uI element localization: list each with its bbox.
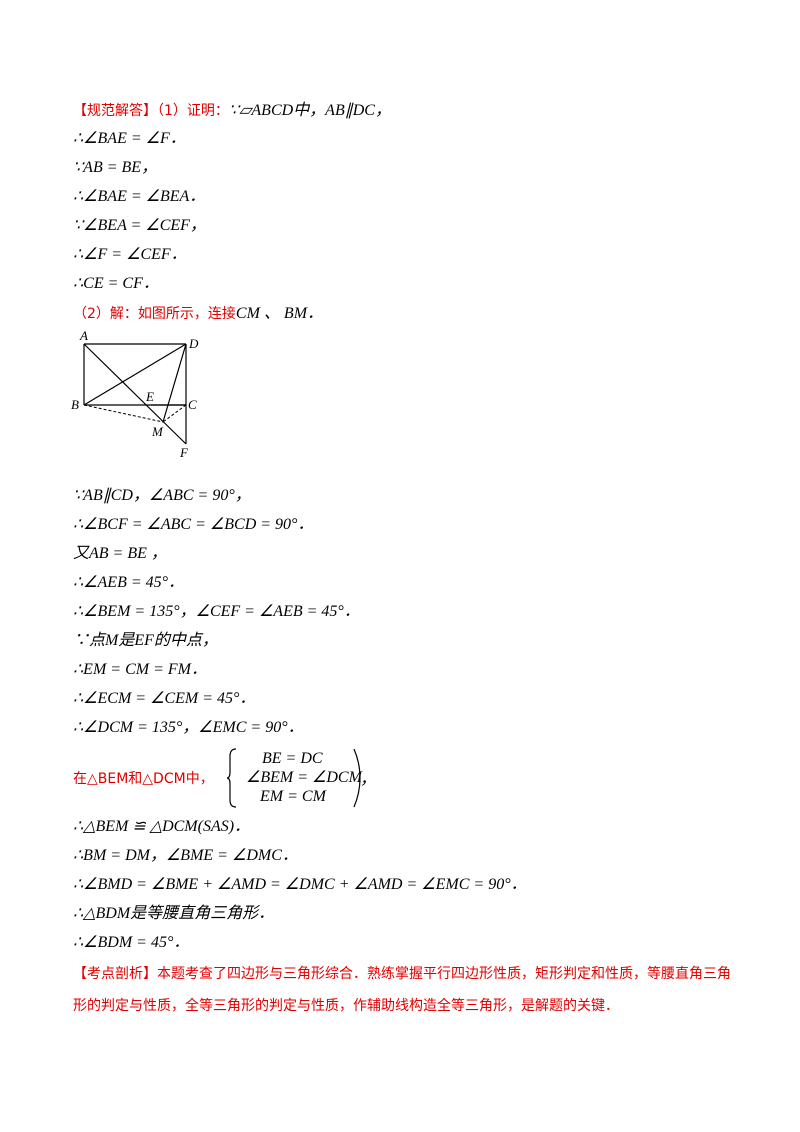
- segment-cm: [162, 404, 187, 423]
- system-suffix: ，: [360, 771, 377, 788]
- system-row-2: ∠BEM = ∠DCM: [246, 769, 362, 786]
- label-a: A: [79, 328, 88, 343]
- system-prefix: 在△BEM和△DCM中，: [73, 771, 214, 787]
- system-row-3: EM = CM: [260, 788, 326, 805]
- segment-bm: [83, 404, 164, 423]
- right-paren: [353, 748, 361, 808]
- proof-line-3: ∴∠BAE = ∠BEA．: [73, 188, 206, 205]
- solution-line-4: ∴∠AEB = 45°．: [73, 574, 185, 591]
- label-f: F: [179, 445, 189, 460]
- label-m: M: [151, 424, 164, 439]
- solution-line-7: ∴EM = CM = FM．: [73, 661, 207, 678]
- label-b: B: [71, 397, 79, 412]
- proof-line-5: ∴∠F = ∠CEF．: [73, 246, 187, 263]
- solution-line-5: ∴∠BEM = 135°，∠CEF = ∠AEB = 45°．: [73, 603, 360, 620]
- analysis-paragraph: 【考点剖析】本题考查了四边形与三角形综合．熟练掌握平行四边形性质，矩形判定和性质…: [73, 958, 738, 1022]
- part1-header: 【规范解答】（1）证明：∵▱ABCD中，AB∥DC，: [73, 100, 391, 121]
- solution-line-1: ∵AB∥CD，∠ABC = 90°，: [73, 487, 251, 504]
- solution-line-3: 又AB = BE ，: [73, 545, 167, 562]
- part2-label: （2）解：如图所示，连接: [73, 306, 236, 322]
- solution-line-2: ∴∠BCF = ∠ABC = ∠BCD = 90°．: [73, 516, 314, 533]
- analysis-text: 本题考查了四边形与三角形综合．熟练掌握平行四边形性质，矩形判定和性质，等腰直角三…: [73, 966, 731, 1014]
- left-brace: [226, 748, 237, 808]
- segment-af: [83, 343, 187, 445]
- proof-line-6: ∴CE = CF．: [73, 275, 159, 292]
- conclusion-line-1: ∴△BEM ≌ △DCM(SAS)．: [73, 818, 251, 835]
- label-e: E: [145, 389, 154, 404]
- system-row-1: BE = DC: [262, 750, 323, 767]
- part2-header: （2）解：如图所示，连接CM 、 BM．: [73, 303, 323, 324]
- segment-bd: [83, 343, 187, 406]
- conclusion-line-2: ∴BM = DM，∠BME = ∠DMC．: [73, 847, 298, 864]
- proof-line-1: ∴∠BAE = ∠F．: [73, 130, 186, 147]
- part2-connect: CM 、 BM．: [235, 305, 324, 322]
- part1-given: ∵▱ABCD中，AB∥DC，: [228, 102, 391, 119]
- proof-line-2: ∵AB = BE，: [73, 159, 158, 176]
- solution-line-9: ∴∠DCM = 135°，∠EMC = 90°．: [73, 719, 304, 736]
- solution-line-8: ∴∠ECM = ∠CEM = 45°．: [73, 690, 256, 707]
- proof-line-4: ∵∠BEA = ∠CEF，: [73, 217, 206, 234]
- conclusion-line-4: ∴△BDM是等腰直角三角形．: [73, 905, 275, 922]
- analysis-tag: 【考点剖析】: [73, 966, 157, 982]
- conclusion-line-5: ∴∠BDM = 45°．: [73, 934, 190, 951]
- answer-tag: 【规范解答】: [73, 103, 157, 119]
- label-d: D: [188, 336, 199, 351]
- solution-line-6: ∵点M是EF的中点，: [73, 632, 218, 649]
- geometry-figure: A D B E C M F: [71, 328, 199, 460]
- part1-label: （1）证明：: [157, 103, 229, 119]
- conclusion-line-3: ∴∠BMD = ∠BME + ∠AMD = ∠DMC + ∠AMD = ∠EMC…: [73, 876, 527, 893]
- label-c: C: [188, 397, 197, 412]
- segment-dm: [162, 343, 187, 423]
